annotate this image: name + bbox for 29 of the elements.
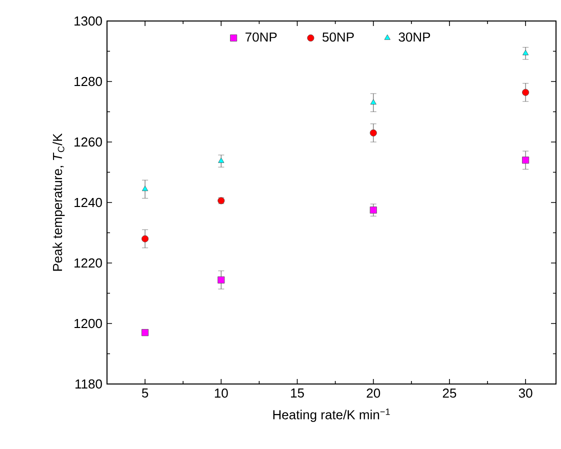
point bbox=[370, 206, 377, 214]
y-tick-label: 1180 bbox=[76, 379, 102, 389]
y-tick-label: 1220 bbox=[74, 258, 102, 268]
y-tick-label: 1200 bbox=[74, 318, 102, 328]
point bbox=[522, 50, 529, 56]
point bbox=[370, 129, 377, 136]
y-axis-title: Peak temperature, T$_{C}$/K bbox=[52, 133, 65, 271]
x-tick-label: 15 bbox=[291, 388, 304, 398]
x-tick-label: 5 bbox=[142, 388, 148, 398]
legend-label: 70NP bbox=[246, 32, 277, 42]
point bbox=[218, 158, 224, 163]
point bbox=[142, 186, 148, 192]
y-tick-label: 1300 bbox=[74, 16, 102, 26]
point bbox=[142, 329, 149, 336]
x-tick-label: 25 bbox=[442, 388, 456, 398]
point bbox=[522, 156, 530, 164]
legend-label: 50NP bbox=[322, 32, 354, 42]
point bbox=[522, 88, 530, 96]
y-tick-label: 1260 bbox=[74, 137, 102, 147]
x-tick-label: 20 bbox=[366, 388, 380, 398]
point bbox=[370, 99, 376, 105]
point bbox=[218, 276, 225, 284]
x-axis-title: Heating rate/K min$^{−1}$ bbox=[273, 408, 390, 422]
x-tick-label: 10 bbox=[214, 388, 228, 398]
point bbox=[142, 235, 149, 242]
y-tick-label: 1240 bbox=[74, 198, 102, 208]
legend-label: 30NP bbox=[398, 32, 430, 42]
y-tick-label: 1280 bbox=[74, 76, 102, 86]
x-tick-label: 30 bbox=[518, 388, 532, 398]
